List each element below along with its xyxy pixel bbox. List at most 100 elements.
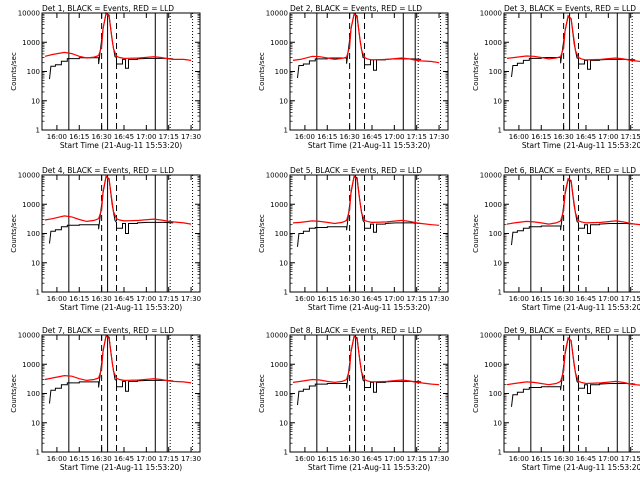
events-series-line — [49, 334, 174, 404]
y-tick-label: 1000 — [484, 39, 502, 47]
x-axis-label: Start Time (21-Aug-11 15:53:20) — [60, 303, 182, 312]
x-tick-label: 16:15 — [317, 295, 337, 303]
x-tick-label: 16:00 — [47, 133, 67, 141]
panel-title: Det 4, BLACK = Events, RED = LLD — [42, 166, 174, 175]
x-tick-label: 16:00 — [509, 133, 529, 141]
lld-series-line — [292, 335, 440, 386]
x-tick-label: 17:15 — [407, 455, 427, 463]
y-tick-label: 1000 — [484, 361, 502, 369]
y-tick-label: 1 — [498, 127, 502, 135]
y-tick-label: 10000 — [480, 10, 502, 18]
plot-frame — [289, 12, 449, 131]
plot-frame — [503, 334, 640, 453]
y-tick-label: 10000 — [18, 172, 40, 180]
x-tick-label: 17:00 — [136, 455, 156, 463]
plot-frame — [41, 12, 201, 131]
y-tick-label: 10000 — [266, 10, 288, 18]
panel-title: Det 7, BLACK = Events, RED = LLD — [42, 326, 174, 335]
panel-title: Det 9, BLACK = Events, RED = LLD — [504, 326, 636, 335]
x-tick-label: 16:15 — [317, 133, 337, 141]
y-axis-label: Counts/sec — [472, 52, 480, 91]
x-axis-label: Start Time (21-Aug-11 15:53:20) — [522, 141, 640, 150]
x-tick-label: 17:15 — [159, 455, 179, 463]
y-tick-label: 1000 — [22, 39, 40, 47]
x-tick-label: 17:00 — [136, 295, 156, 303]
x-tick-label: 17:30 — [181, 133, 201, 141]
x-tick-label: 16:00 — [47, 295, 67, 303]
panel-title: Det 1, BLACK = Events, RED = LLD — [42, 4, 174, 13]
x-tick-label: 16:45 — [362, 455, 382, 463]
y-tick-label: 1000 — [22, 361, 40, 369]
events-series-line — [511, 15, 636, 78]
x-tick-label: 16:30 — [340, 133, 360, 141]
events-series-line — [297, 335, 422, 406]
x-tick-label: 16:15 — [69, 295, 89, 303]
x-tick-label: 17:30 — [429, 133, 449, 141]
x-tick-label: 16:30 — [554, 133, 574, 141]
x-tick-label: 16:45 — [576, 295, 596, 303]
y-tick-label: 100 — [489, 68, 502, 76]
y-tick-label: 1000 — [22, 201, 40, 209]
y-tick-label: 10000 — [480, 172, 502, 180]
x-tick-label: 16:45 — [362, 133, 382, 141]
y-tick-label: 100 — [27, 230, 40, 238]
lld-series-line — [506, 336, 640, 386]
y-axis-label: Counts/sec — [258, 374, 266, 413]
x-tick-label: 17:30 — [181, 295, 201, 303]
lld-series-line — [292, 175, 440, 226]
lld-series-line — [44, 334, 192, 384]
panel-title: Det 6, BLACK = Events, RED = LLD — [504, 166, 636, 175]
y-axis-label: Counts/sec — [10, 214, 18, 253]
detector-panel-4: 1 10 100 1000 10000 16:00 16:15 16:30 16:45 17:00… — [10, 166, 201, 312]
x-tick-label: 16:00 — [295, 133, 315, 141]
x-tick-label: 16:45 — [576, 133, 596, 141]
lld-series-line — [44, 175, 192, 225]
y-tick-label: 10 — [279, 97, 288, 105]
x-tick-label: 16:45 — [114, 455, 134, 463]
x-axis-label: Start Time (21-Aug-11 15:53:20) — [308, 141, 430, 150]
x-axis-label: Start Time (21-Aug-11 15:53:20) — [60, 141, 182, 150]
x-tick-label: 17:15 — [621, 133, 640, 141]
x-axis-label: Start Time (21-Aug-11 15:53:20) — [522, 463, 640, 472]
x-tick-label: 17:15 — [407, 295, 427, 303]
y-tick-label: 10000 — [266, 172, 288, 180]
x-tick-label: 16:15 — [317, 455, 337, 463]
x-tick-label: 17:00 — [384, 295, 404, 303]
y-tick-label: 1000 — [270, 39, 288, 47]
x-tick-label: 16:30 — [92, 295, 112, 303]
events-series-line — [511, 178, 636, 246]
y-tick-label: 100 — [489, 230, 502, 238]
y-tick-label: 100 — [275, 390, 288, 398]
y-tick-label: 10 — [279, 259, 288, 267]
detector-panel-5: 1 10 100 1000 10000 16:00 16:15 16:30 16:45 17:00… — [258, 166, 449, 312]
y-tick-label: 1000 — [484, 201, 502, 209]
y-tick-label: 10000 — [266, 332, 288, 340]
x-tick-label: 17:00 — [598, 133, 618, 141]
y-tick-label: 100 — [275, 230, 288, 238]
y-tick-label: 10000 — [18, 10, 40, 18]
x-axis-label: Start Time (21-Aug-11 15:53:20) — [308, 303, 430, 312]
y-tick-label: 1000 — [270, 361, 288, 369]
events-series-line — [297, 175, 422, 247]
x-tick-label: 16:45 — [362, 295, 382, 303]
y-tick-label: 1 — [36, 289, 40, 297]
y-tick-label: 100 — [27, 390, 40, 398]
y-tick-label: 1 — [284, 127, 288, 135]
x-tick-label: 17:00 — [598, 295, 618, 303]
y-tick-label: 10000 — [480, 332, 502, 340]
plot-frame — [41, 174, 201, 293]
y-tick-label: 100 — [275, 68, 288, 76]
x-tick-label: 16:00 — [295, 455, 315, 463]
y-axis-label: Counts/sec — [472, 214, 480, 253]
x-tick-label: 16:15 — [69, 455, 89, 463]
x-tick-label: 16:00 — [509, 455, 529, 463]
detector-panel-1: 1 10 100 1000 10000 16:00 16:15 16:30 16:45 17:00… — [10, 4, 201, 150]
x-tick-label: 16:30 — [92, 133, 112, 141]
x-tick-label: 17:15 — [159, 133, 179, 141]
panel-title: Det 5, BLACK = Events, RED = LLD — [290, 166, 422, 175]
events-series-line — [49, 175, 174, 244]
x-tick-label: 16:30 — [340, 295, 360, 303]
detector-panel-2: 1 10 100 1000 10000 16:00 16:15 16:30 16:45 17:00… — [258, 4, 449, 150]
x-tick-label: 17:00 — [384, 133, 404, 141]
events-series-line — [297, 13, 422, 79]
